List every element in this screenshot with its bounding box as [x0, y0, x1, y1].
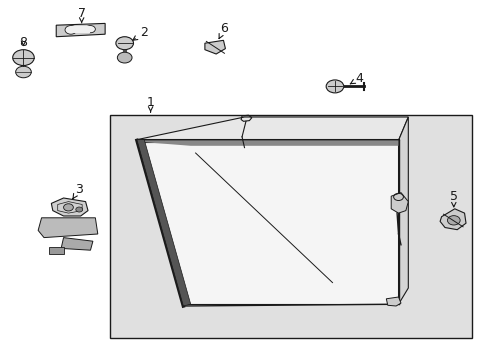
- Text: 5: 5: [449, 190, 457, 207]
- Polygon shape: [56, 23, 105, 37]
- Text: 1: 1: [146, 96, 154, 112]
- Text: 6: 6: [219, 22, 227, 39]
- Circle shape: [117, 52, 132, 63]
- Polygon shape: [61, 238, 93, 250]
- Polygon shape: [439, 209, 465, 230]
- Polygon shape: [398, 117, 407, 304]
- Polygon shape: [386, 297, 400, 306]
- Circle shape: [325, 80, 343, 93]
- Polygon shape: [139, 142, 398, 304]
- Polygon shape: [139, 140, 398, 146]
- Polygon shape: [49, 247, 63, 254]
- Circle shape: [63, 204, 73, 211]
- Text: 2: 2: [133, 26, 148, 40]
- Circle shape: [65, 26, 77, 34]
- Text: 8: 8: [20, 36, 27, 49]
- Circle shape: [16, 66, 31, 78]
- Text: 7: 7: [78, 7, 85, 23]
- Text: 4: 4: [349, 72, 363, 85]
- Polygon shape: [137, 140, 190, 306]
- Text: 3: 3: [73, 183, 83, 199]
- Bar: [110, 115, 471, 338]
- Polygon shape: [390, 193, 407, 213]
- Polygon shape: [38, 218, 98, 238]
- Circle shape: [13, 50, 34, 66]
- Polygon shape: [71, 26, 90, 33]
- Circle shape: [116, 37, 133, 50]
- Polygon shape: [137, 117, 407, 140]
- Circle shape: [447, 216, 459, 225]
- Polygon shape: [51, 198, 88, 216]
- Circle shape: [85, 26, 95, 33]
- Polygon shape: [204, 40, 225, 54]
- Circle shape: [76, 207, 82, 212]
